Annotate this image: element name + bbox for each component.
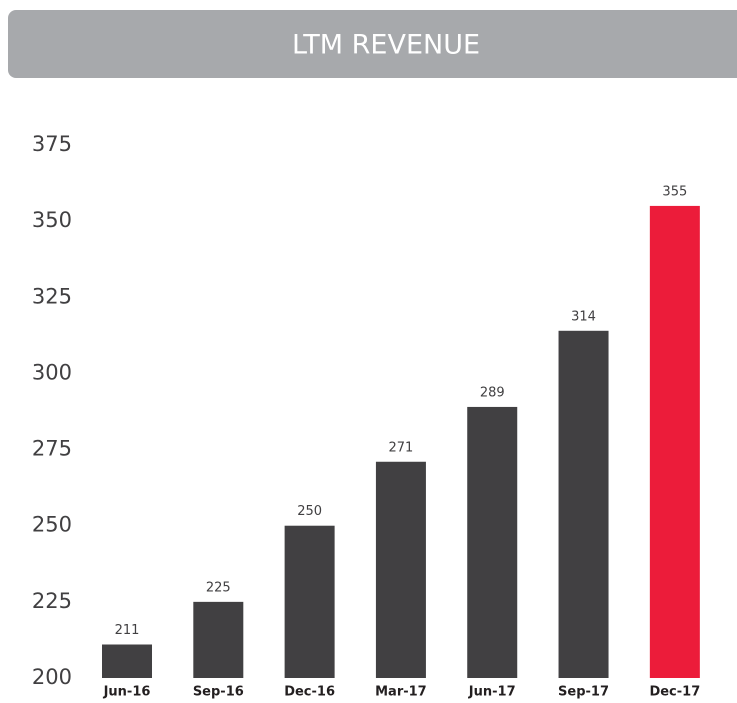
bar <box>102 644 153 678</box>
x-tick-label: Sep-16 <box>193 685 244 700</box>
bar <box>284 525 335 678</box>
value-label: 250 <box>297 504 322 519</box>
y-tick-label: 225 <box>32 589 72 613</box>
value-label: 355 <box>662 184 687 199</box>
value-label: 314 <box>571 309 596 324</box>
y-tick-label: 250 <box>32 513 72 537</box>
y-tick-label: 325 <box>32 284 72 308</box>
x-tick-label: Mar-17 <box>375 685 427 700</box>
bar <box>558 330 609 678</box>
x-tick-label: Jun-16 <box>103 685 151 700</box>
bar <box>193 601 244 678</box>
x-tick-label: Jun-17 <box>468 685 516 700</box>
value-label: 271 <box>389 440 414 455</box>
y-tick-label: 200 <box>32 665 72 689</box>
y-tick-label: 300 <box>32 360 72 384</box>
title-banner <box>8 10 737 78</box>
y-tick-label: 375 <box>32 132 72 156</box>
value-label: 225 <box>206 580 231 595</box>
y-tick-label: 350 <box>32 208 72 232</box>
bar <box>649 205 700 678</box>
y-tick-label: 275 <box>32 437 72 461</box>
x-tick-label: Sep-17 <box>558 685 609 700</box>
chart-title: LTM REVENUE <box>292 30 480 61</box>
value-label: 211 <box>115 623 140 638</box>
bar <box>467 406 518 678</box>
x-tick-label: Dec-16 <box>284 685 335 700</box>
x-tick-label: Dec-17 <box>649 685 700 700</box>
value-label: 289 <box>480 385 505 400</box>
bar <box>375 461 426 678</box>
